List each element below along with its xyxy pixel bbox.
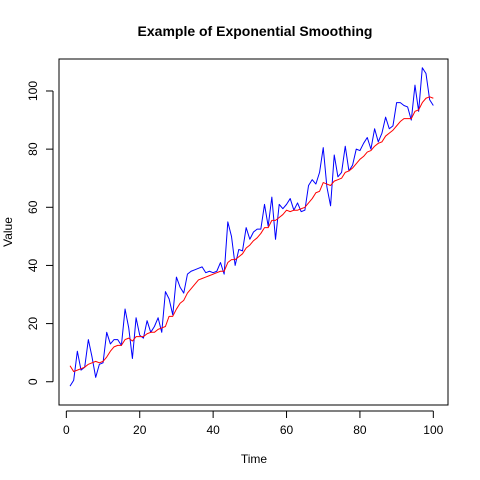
x-tick-label: 100 — [423, 423, 443, 437]
y-tick-label: 40 — [26, 258, 40, 272]
y-tick-label: 60 — [26, 200, 40, 214]
series-layer — [69, 67, 434, 387]
series-line-1 — [69, 67, 434, 387]
x-tick-label: 0 — [63, 423, 70, 437]
x-tick-label: 40 — [206, 423, 220, 437]
plot-frame — [58, 58, 449, 406]
x-axis: 0 20 40 60 80 100 — [63, 410, 444, 437]
x-tick-label: 60 — [280, 423, 294, 437]
chart-title: Example of Exponential Smoothing — [138, 23, 373, 39]
series-line-2 — [69, 96, 434, 373]
y-tick-label: 0 — [26, 378, 40, 385]
y-axis: 0 20 40 60 80 100 — [26, 81, 54, 385]
y-tick-label: 20 — [26, 317, 40, 331]
y-axis-label: Value — [1, 217, 15, 247]
x-axis-label: Time — [241, 452, 268, 466]
y-tick-label: 100 — [26, 81, 40, 101]
x-tick-label: 20 — [133, 423, 147, 437]
x-tick-label: 80 — [353, 423, 367, 437]
y-tick-label: 80 — [26, 142, 40, 156]
